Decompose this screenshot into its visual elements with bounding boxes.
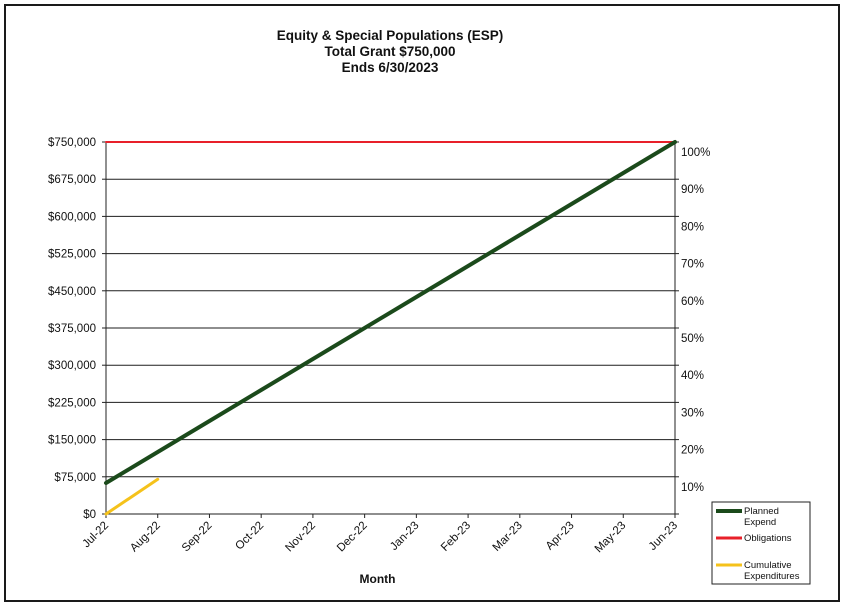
- y2-tick-label: 10%: [681, 482, 704, 494]
- y2-tick-label: 30%: [681, 407, 704, 419]
- y-tick-label: $75,000: [54, 472, 96, 484]
- x-tick-label: Jul-22: [80, 520, 111, 551]
- chart-title: Equity & Special Populations (ESP): [276, 28, 504, 43]
- x-tick-label: Feb-23: [439, 520, 473, 554]
- y-tick-label: $150,000: [48, 435, 96, 447]
- x-tick-label: Dec-22: [335, 520, 370, 555]
- x-tick-label: Nov-22: [283, 520, 318, 555]
- chart-subtitle-grant: Total Grant $750,000: [324, 44, 456, 59]
- series-line-cumulative-expenditures: [104, 477, 160, 516]
- y-tick-label: $600,000: [48, 211, 96, 223]
- y2-tick-label: 90%: [681, 184, 704, 196]
- y2-tick-label: 50%: [681, 333, 704, 345]
- x-axis-title: Month: [360, 572, 396, 586]
- x-tick-label: Jun-23: [647, 520, 680, 553]
- y2-tick-label: 40%: [681, 370, 704, 382]
- legend-label: Planned Expend: [744, 506, 779, 528]
- series-lines: [104, 140, 677, 516]
- x-tick-label: Oct-22: [233, 520, 266, 553]
- series-line-planned-expend: [104, 140, 677, 485]
- x-tick-label: Sep-22: [180, 520, 215, 555]
- y-tick-label: $450,000: [48, 286, 96, 298]
- x-tick-label: Apr-23: [544, 520, 577, 553]
- y2-tick-label: 20%: [681, 445, 704, 457]
- y-tick-label: $0: [83, 509, 96, 521]
- legend-label: Cumulative Expenditures: [744, 560, 800, 582]
- x-axis-ticks: Jul-22 Aug-22 Sep-22 Oct-22 Nov-22 Dec-22 Jan-…: [80, 520, 680, 556]
- y2-tick-label: 70%: [681, 259, 704, 271]
- chart-subtitle-ends: Ends 6/30/2023: [341, 60, 439, 75]
- y-tick-label: $675,000: [48, 174, 96, 186]
- y-tick-label: $750,000: [48, 137, 96, 149]
- y-tick-label: $300,000: [48, 360, 96, 372]
- y-tick-label: $375,000: [48, 323, 96, 335]
- x-tick-label: Jan-23: [388, 520, 421, 553]
- x-tick-label: May-23: [593, 520, 629, 556]
- y-axis-ticks: $0 $75,000 $150,000 $225,000 $300,000 $375,00…: [48, 137, 96, 521]
- legend: Planned Expend Obligations Cumulative Expend…: [711, 501, 811, 585]
- y-tick-label: $225,000: [48, 397, 96, 409]
- chart-frame: [4, 4, 840, 602]
- x-tick-label: Mar-23: [491, 520, 525, 554]
- y2-tick-label: 100%: [681, 147, 710, 159]
- x-tick-label: Aug-22: [128, 520, 163, 555]
- legend-box: [711, 501, 811, 585]
- legend-label: Obligations: [744, 533, 792, 544]
- gridlines: [102, 141, 679, 518]
- y2-axis-ticks: 10% 20% 30% 40% 50% 60% 70% 80% 90% 100%: [681, 147, 710, 494]
- y2-tick-label: 80%: [681, 221, 704, 233]
- chart-title-block: Equity & Special Populations (ESP) Total…: [0, 28, 780, 76]
- y-tick-label: $525,000: [48, 249, 96, 261]
- y2-tick-label: 60%: [681, 296, 704, 308]
